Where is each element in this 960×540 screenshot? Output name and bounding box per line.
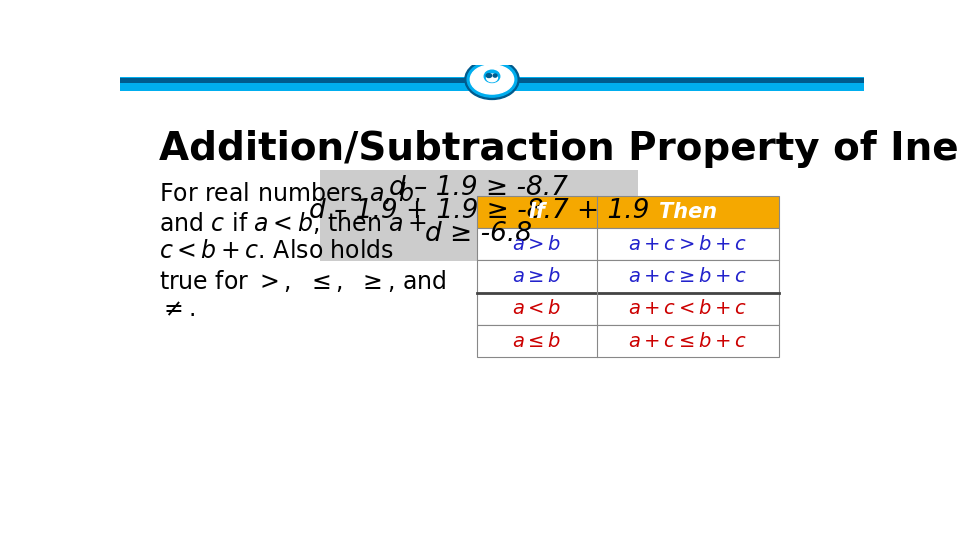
Text: Addition/Subtraction Property of Inequality: Addition/Subtraction Property of Inequal…	[158, 130, 960, 168]
Text: d – 1.9 ≥ -8.7: d – 1.9 ≥ -8.7	[390, 176, 568, 201]
Ellipse shape	[465, 59, 519, 99]
Text: $a + c \geq b + c$: $a + c \geq b + c$	[628, 267, 747, 286]
Bar	[476, 293, 779, 325]
Bar	[120, 78, 864, 83]
Bar	[476, 195, 779, 228]
Text: $a + c \leq b + c$: $a + c \leq b + c$	[628, 332, 747, 351]
Text: $a < b$: $a < b$	[512, 299, 562, 319]
Bar	[476, 228, 779, 260]
Ellipse shape	[487, 74, 497, 82]
Bar	[120, 77, 864, 91]
Text: $a \leq b$: $a \leq b$	[512, 332, 562, 351]
Text: $a \geq b$: $a \geq b$	[512, 267, 562, 286]
Text: $c < b + c$. Also holds: $c < b + c$. Also holds	[158, 239, 394, 263]
Ellipse shape	[470, 65, 514, 94]
Text: and $c$ if $a < b$, then $a +$: and $c$ if $a < b$, then $a +$	[158, 210, 426, 235]
Text: true for $>$,  $\leq$,  $\geq$, and: true for $>$, $\leq$, $\geq$, and	[158, 268, 446, 294]
Text: d – 1.9 + 1.9 ≥ -8.7 + 1.9: d – 1.9 + 1.9 ≥ -8.7 + 1.9	[308, 198, 649, 224]
Text: $a + c < b + c$: $a + c < b + c$	[628, 299, 747, 319]
Text: $a > b$: $a > b$	[512, 235, 562, 254]
Text: Then: Then	[659, 202, 717, 222]
Text: If: If	[528, 202, 545, 222]
Bar	[476, 325, 779, 357]
Text: d ≥ -6.8: d ≥ -6.8	[425, 221, 533, 247]
Ellipse shape	[486, 73, 492, 78]
Bar	[320, 170, 637, 261]
Ellipse shape	[468, 62, 516, 97]
Ellipse shape	[493, 74, 497, 77]
Text: $a + c > b + c$: $a + c > b + c$	[628, 235, 747, 254]
Ellipse shape	[484, 70, 500, 83]
Text: For real numbers $a$, $b$,: For real numbers $a$, $b$,	[158, 180, 420, 206]
Text: $\neq$.: $\neq$.	[158, 298, 195, 321]
Bar	[476, 260, 779, 293]
